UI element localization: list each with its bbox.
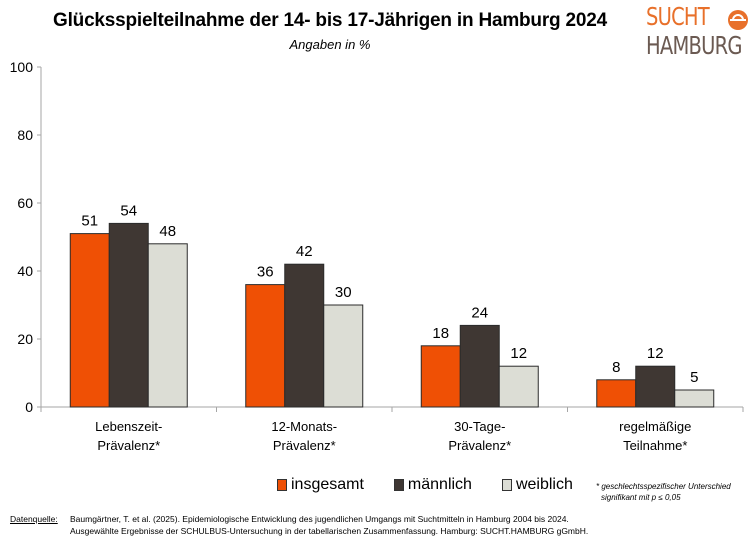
bar-insgesamt <box>420 345 461 408</box>
bar-insgesamt <box>69 233 110 408</box>
y-tick-label: 40 <box>17 263 33 279</box>
bar-männlich <box>108 222 149 408</box>
legend-item-insgesamt: insgesamt <box>277 476 364 494</box>
data-label: 18 <box>432 325 449 342</box>
data-label: 51 <box>81 213 98 230</box>
data-label: 5 <box>690 369 698 386</box>
bar-insgesamt <box>596 379 637 408</box>
data-label: 54 <box>120 202 137 219</box>
x-category-label: 12-Monats- <box>271 419 337 434</box>
y-tick-label: 0 <box>25 399 33 415</box>
legend-swatch-insgesamt <box>277 479 287 491</box>
legend-swatch-weiblich <box>501 479 512 491</box>
significance-footnote: * geschlechtsspezifischer Unterschied si… <box>596 481 731 503</box>
legend: insgesamt männlich weiblich <box>277 476 603 494</box>
data-label: 36 <box>257 264 274 281</box>
source-line1: Baumgärtner, T. et al. (2025). Epidemiol… <box>70 514 569 524</box>
data-label: 12 <box>510 345 527 362</box>
legend-item-weiblich: weiblich <box>501 476 573 494</box>
data-label: 24 <box>471 304 488 321</box>
logo-line2: HAMBURG <box>646 31 742 60</box>
sucht-hamburg-logo: SUCHT HAMBURG <box>646 2 750 64</box>
bar-weiblich <box>498 365 539 408</box>
x-category-label: Prävalenz* <box>448 438 511 453</box>
sucht-hamburg-circle-icon <box>728 10 748 30</box>
x-category-label: 30-Tage- <box>454 419 505 434</box>
bar-männlich <box>459 324 500 408</box>
footnote-line1: * geschlechtsspezifischer Unterschied <box>596 482 731 491</box>
source-label: Datenquelle: <box>10 514 58 524</box>
data-label: 42 <box>296 243 313 260</box>
data-label: 48 <box>159 223 176 240</box>
chart-title: Glücksspielteilnahme der 14- bis 17-Jähr… <box>53 10 607 31</box>
x-category-label: Prävalenz* <box>97 438 160 453</box>
legend-swatch-maennlich <box>393 479 404 491</box>
x-category-label: Teilnahme* <box>623 438 687 453</box>
legend-label-maennlich: männlich <box>407 476 472 493</box>
x-category-label: regelmäßige <box>619 419 691 434</box>
legend-label-insgesamt: insgesamt <box>291 476 364 493</box>
data-source: Datenquelle: Baumgärtner, T. et al. (2025… <box>10 513 588 537</box>
y-tick-label: 100 <box>10 59 34 75</box>
bar-männlich <box>635 365 676 408</box>
bar-männlich <box>284 263 325 408</box>
footnote-line2: signifikant mit p ≤ 0,05 <box>601 493 681 502</box>
bar-weiblich <box>323 304 364 408</box>
source-line2: Ausgewählte Ergebnisse der SCHULBUS-Unte… <box>70 526 589 536</box>
legend-label-weiblich: weiblich <box>515 476 573 493</box>
x-category-label: Lebenszeit- <box>95 419 162 434</box>
y-tick-label: 80 <box>17 127 33 143</box>
y-tick-label: 20 <box>17 331 33 347</box>
bar-weiblich <box>147 243 188 408</box>
bar-weiblich <box>674 389 715 408</box>
legend-item-maennlich: männlich <box>393 476 472 494</box>
y-tick-label: 60 <box>17 195 33 211</box>
bar-insgesamt <box>245 284 286 408</box>
chart-subtitle: Angaben in % <box>289 37 371 52</box>
logo-line1: SUCHT <box>646 2 710 31</box>
data-label: 12 <box>647 345 664 362</box>
data-label: 30 <box>335 284 352 301</box>
x-category-label: Prävalenz* <box>273 438 336 453</box>
data-label: 8 <box>612 359 620 376</box>
